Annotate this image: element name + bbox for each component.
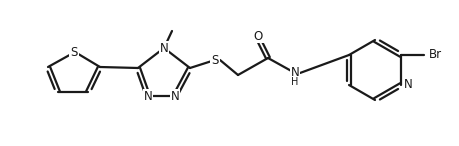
Text: S: S xyxy=(70,46,78,59)
Text: O: O xyxy=(253,29,262,42)
Text: N: N xyxy=(403,79,412,92)
Text: Br: Br xyxy=(428,48,441,61)
Text: N: N xyxy=(159,41,168,54)
Text: H: H xyxy=(291,77,298,87)
Text: S: S xyxy=(211,53,218,66)
Text: N: N xyxy=(143,89,152,102)
Text: N: N xyxy=(170,89,179,102)
Text: N: N xyxy=(290,66,299,80)
